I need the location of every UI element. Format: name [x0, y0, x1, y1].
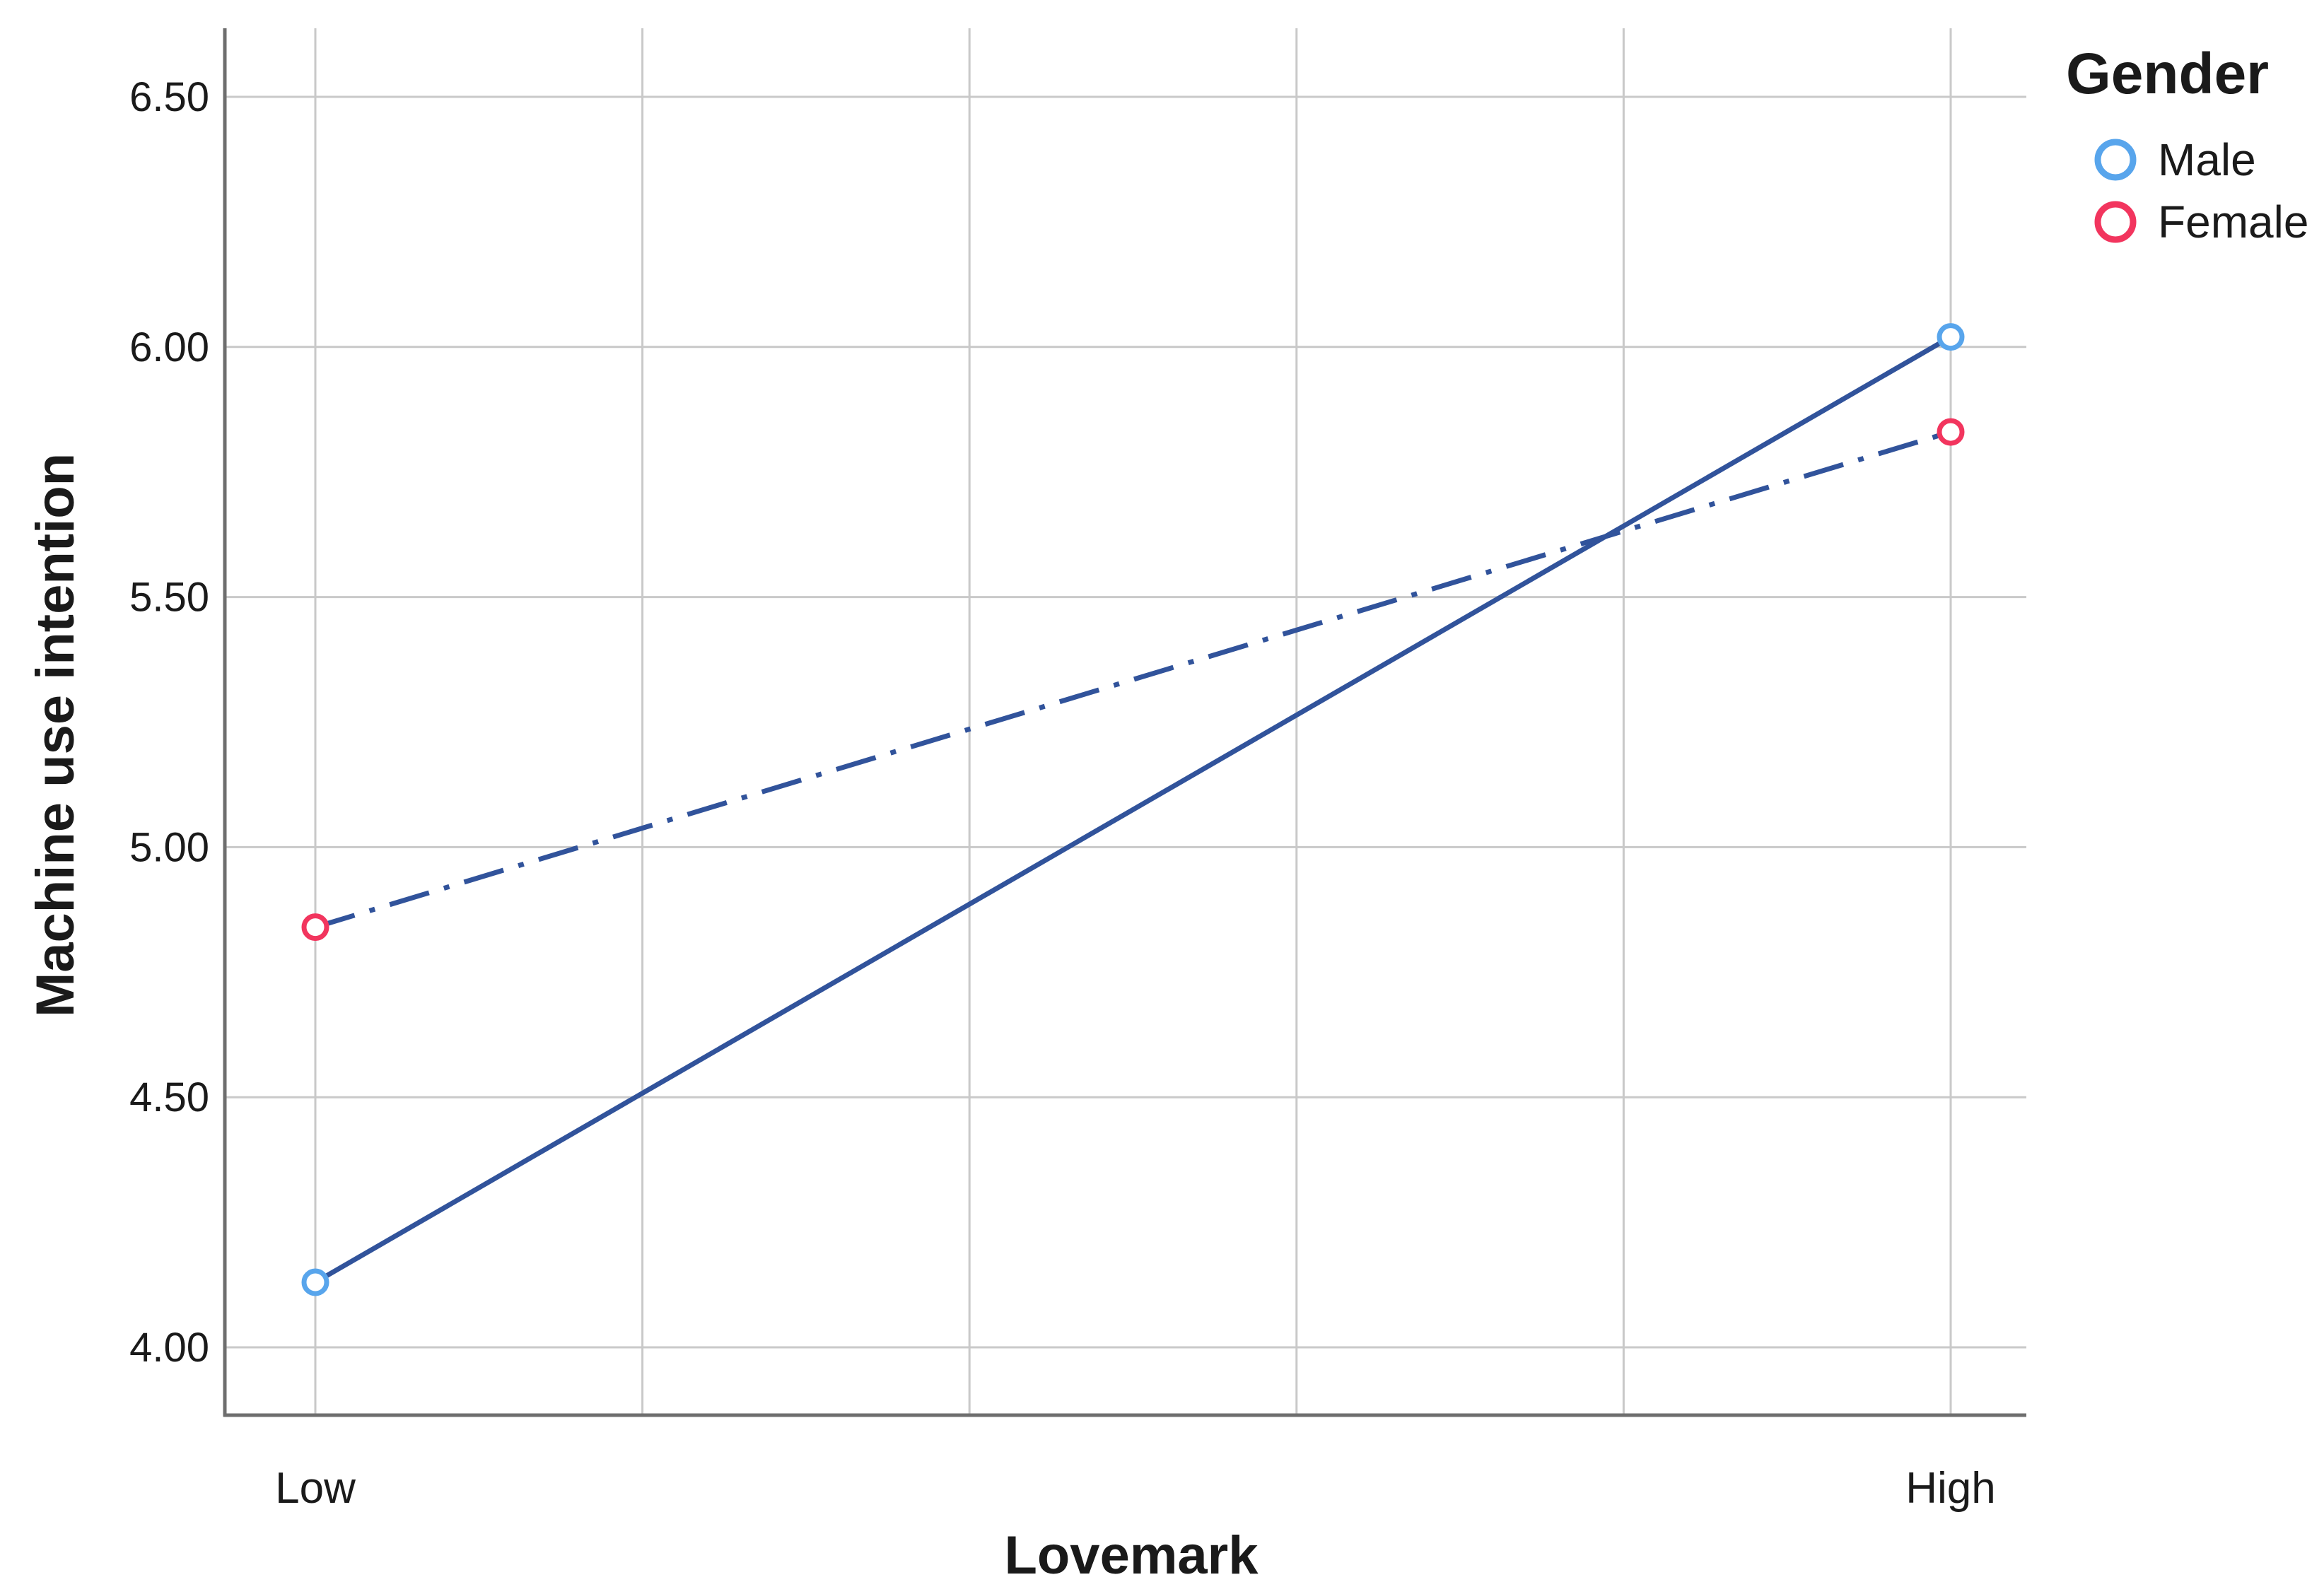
- legend-item-male: Male: [2094, 134, 2256, 185]
- male-legend-marker-icon: [2094, 139, 2137, 181]
- y-axis-title: Machine use intention: [25, 453, 86, 1017]
- male-data-point-marker: [301, 1268, 329, 1296]
- legend-label-male: Male: [2158, 134, 2256, 185]
- series-layer: [301, 323, 1965, 1296]
- male-series-line: [314, 334, 1952, 1285]
- female-data-point-marker: [301, 913, 329, 942]
- legend-label-female: Female: [2158, 197, 2308, 247]
- gridlines: [225, 28, 2026, 1415]
- y-tick-label: 6.50: [129, 74, 209, 120]
- male-data-point-marker: [1937, 323, 1965, 351]
- y-tick-label: 4.00: [129, 1325, 209, 1371]
- legend-item-female: Female: [2094, 197, 2308, 247]
- y-axis-tick-labels: 6.50 6.00 5.50 5.00 4.50 4.00: [129, 74, 209, 1371]
- legend-title: Gender: [2066, 42, 2269, 106]
- y-tick-label: 5.00: [129, 824, 209, 870]
- female-legend-marker-icon: [2094, 201, 2137, 243]
- y-tick-label: 5.50: [129, 575, 209, 621]
- legend: Gender Male Female: [2066, 42, 2308, 247]
- female-series-line: [314, 429, 1952, 930]
- x-tick-label-low: Low: [275, 1464, 356, 1513]
- y-tick-label: 6.00: [129, 324, 209, 370]
- x-axis-title: Lovemark: [1004, 1525, 1259, 1582]
- y-tick-label: 4.50: [129, 1074, 209, 1120]
- x-tick-label-high: High: [1905, 1464, 1996, 1513]
- female-data-point-marker: [1937, 418, 1965, 446]
